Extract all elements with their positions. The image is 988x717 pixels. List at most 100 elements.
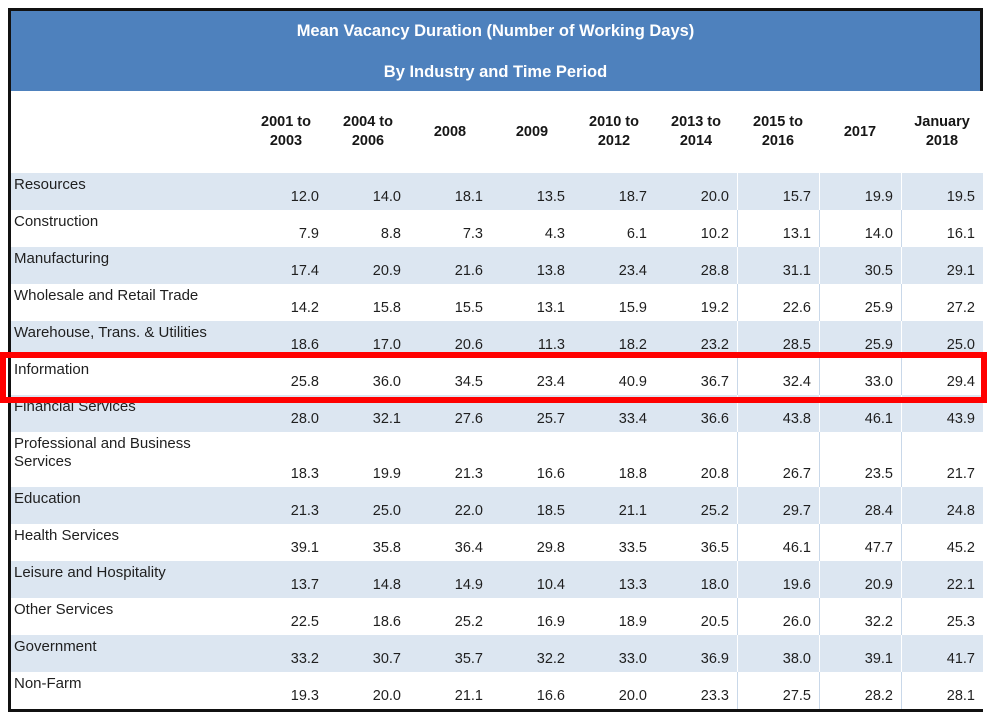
data-cell: 14.8 (372, 577, 401, 593)
data-cell: 39.1 (290, 540, 319, 556)
data-cell: 19.2 (700, 300, 729, 316)
data-cell: 46.1 (819, 395, 901, 432)
data-cell: 46.1 (737, 524, 819, 561)
row-label: Manufacturing (14, 250, 110, 267)
data-cell: 36.7 (700, 374, 729, 390)
data-cell: 41.7 (901, 635, 983, 672)
data-cell: 10.4 (536, 577, 565, 593)
table-row-professional-and-business-services: Professional and Business Services 18.3 19… (11, 432, 983, 487)
data-cell: 33.4 (618, 411, 647, 427)
data-cell: 7.9 (298, 226, 319, 242)
data-cell: 22.0 (454, 503, 483, 519)
row-label: Information (14, 361, 90, 378)
data-cell: 18.2 (618, 337, 647, 353)
data-cell: 12.0 (290, 189, 319, 205)
row-label: Health Services (14, 527, 120, 544)
column-header-4: 2009 (515, 123, 549, 140)
row-label: Non-Farm (14, 675, 82, 692)
data-cell: 21.6 (454, 263, 483, 279)
data-cell: 25.0 (372, 503, 401, 519)
row-label: Wholesale and Retail Trade (14, 287, 199, 304)
vacancy-duration-table: Mean Vacancy Duration (Number of Working… (8, 8, 983, 712)
data-cell: 36.6 (700, 411, 729, 427)
column-header-8: 2017 (843, 123, 877, 140)
data-cell: 7.3 (462, 226, 483, 242)
data-cell: 28.4 (819, 487, 901, 524)
table-row-health-services: Health Services 39.1 35.8 36.4 29.8 33.5 36.5 4… (11, 524, 983, 561)
data-cell: 21.3 (454, 466, 483, 482)
column-header-3: 2008 (433, 123, 467, 140)
data-cell: 21.1 (618, 503, 647, 519)
data-cell: 28.0 (290, 411, 319, 427)
row-label: Leisure and Hospitality (14, 564, 166, 581)
data-cell: 38.0 (737, 635, 819, 672)
data-cell: 27.2 (901, 284, 983, 321)
data-cell: 25.9 (819, 284, 901, 321)
data-cell: 29.1 (901, 247, 983, 284)
data-cell: 33.2 (290, 651, 319, 667)
data-cell: 19.3 (290, 688, 319, 704)
data-cell: 19.5 (901, 173, 983, 210)
data-cell: 22.6 (737, 284, 819, 321)
row-label: Professional and Business Services (14, 435, 191, 470)
row-label: Construction (14, 213, 99, 230)
data-cell: 28.1 (901, 672, 983, 709)
table-title-band: Mean Vacancy Duration (Number of Working… (11, 11, 983, 91)
data-cell: 20.0 (700, 189, 729, 205)
table-row-information: Information 25.8 36.0 34.5 23.4 40.9 36.7 32.4 3… (11, 358, 983, 395)
data-cell: 20.6 (454, 337, 483, 353)
data-cell: 14.9 (454, 577, 483, 593)
data-cell: 10.2 (700, 226, 729, 242)
data-cell: 18.5 (536, 503, 565, 519)
data-cell: 25.7 (536, 411, 565, 427)
data-cell: 35.8 (372, 540, 401, 556)
data-cell: 36.5 (700, 540, 729, 556)
data-cell: 28.8 (700, 263, 729, 279)
data-cell: 20.5 (700, 614, 729, 630)
data-cell: 22.5 (290, 614, 319, 630)
data-cell: 21.3 (290, 503, 319, 519)
data-cell: 43.9 (901, 395, 983, 432)
data-cell: 20.8 (700, 466, 729, 482)
data-cell: 25.2 (700, 503, 729, 519)
data-cell: 47.7 (819, 524, 901, 561)
data-cell: 30.5 (819, 247, 901, 284)
data-cell: 23.4 (618, 263, 647, 279)
data-cell: 27.5 (737, 672, 819, 709)
data-cell: 33.0 (618, 651, 647, 667)
data-cell: 32.2 (536, 651, 565, 667)
data-cell: 32.1 (372, 411, 401, 427)
table-row-resources: Resources 12.0 14.0 18.1 13.5 18.7 20.0 15.7 19.… (11, 173, 983, 210)
data-cell: 20.0 (372, 688, 401, 704)
data-cell: 13.7 (290, 577, 319, 593)
data-cell: 26.7 (737, 432, 819, 487)
table-row-leisure-and-hospitality: Leisure and Hospitality 13.7 14.8 14.9 10.4 1… (11, 561, 983, 598)
data-cell: 17.0 (372, 337, 401, 353)
data-cell: 13.8 (536, 263, 565, 279)
data-cell: 33.0 (819, 358, 901, 395)
row-label: Warehouse, Trans. & Utilities (14, 324, 207, 341)
data-cell: 18.1 (454, 189, 483, 205)
table-row-non-farm: Non-Farm 19.3 20.0 21.1 16.6 20.0 23.3 27.5 28.2… (11, 672, 983, 709)
data-cell: 33.5 (618, 540, 647, 556)
row-label-header-empty (11, 91, 245, 173)
data-cell: 32.2 (819, 598, 901, 635)
data-cell: 16.1 (901, 210, 983, 247)
data-cell: 24.8 (901, 487, 983, 524)
data-cell: 35.7 (454, 651, 483, 667)
data-cell: 4.3 (544, 226, 565, 242)
data-cell: 15.8 (372, 300, 401, 316)
data-cell: 36.0 (372, 374, 401, 390)
data-cell: 18.3 (290, 466, 319, 482)
data-cell: 32.4 (737, 358, 819, 395)
data-cell: 18.6 (290, 337, 319, 353)
data-cell: 28.5 (737, 321, 819, 358)
data-cell: 14.2 (290, 300, 319, 316)
data-cell: 15.9 (618, 300, 647, 316)
table-row-manufacturing: Manufacturing 17.4 20.9 21.6 13.8 23.4 28.8 31.… (11, 247, 983, 284)
data-cell: 14.0 (819, 210, 901, 247)
data-cell: 36.4 (454, 540, 483, 556)
data-cell: 29.8 (536, 540, 565, 556)
table-row-warehouse-trans-utilities: Warehouse, Trans. & Utilities 18.6 17.0 20.… (11, 321, 983, 358)
